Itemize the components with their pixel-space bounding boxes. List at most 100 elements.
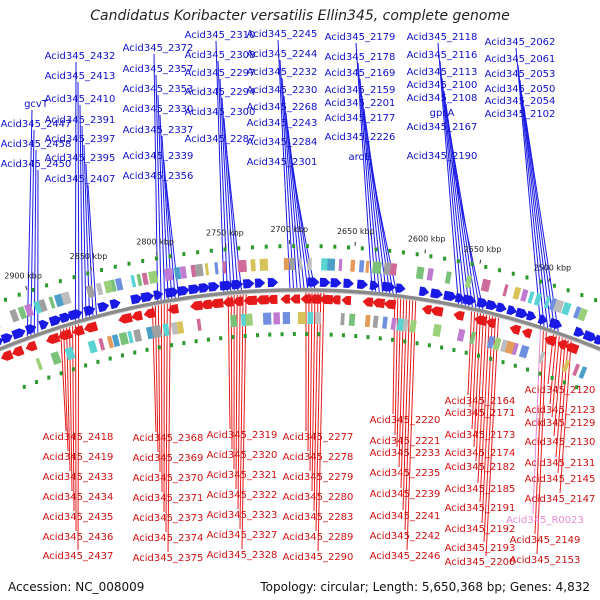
gene-connector-minus xyxy=(477,314,487,484)
inner-tick xyxy=(403,339,407,344)
plus-strand-gene xyxy=(307,277,320,287)
gene-connector-plus xyxy=(26,109,33,337)
minus-strand-gene xyxy=(308,294,322,304)
minus-function-block xyxy=(176,321,185,334)
gene-connector-minus xyxy=(394,298,399,436)
plus-strand-gene xyxy=(418,286,430,297)
minus-function-block xyxy=(340,313,345,326)
gene-label-plus: Acid345_2116 xyxy=(407,50,478,61)
plus-function-block xyxy=(148,270,159,284)
outer-tick xyxy=(443,256,447,261)
outer-tick xyxy=(470,261,474,266)
plus-function-block xyxy=(9,308,20,323)
gene-connector-plus xyxy=(221,97,235,291)
minus-function-block xyxy=(245,313,253,326)
plus-strand-gene xyxy=(476,297,489,308)
plus-function-block xyxy=(573,306,582,319)
outer-tick xyxy=(72,275,76,280)
outer-tick xyxy=(401,250,405,255)
gene-connector-minus xyxy=(317,292,325,552)
gene-label-minus: Acid345_2129 xyxy=(525,418,596,429)
plus-function-block xyxy=(426,268,434,281)
genome-backbone-highlight xyxy=(0,291,600,352)
plus-function-block xyxy=(204,263,210,276)
outer-tick xyxy=(17,292,21,297)
gene-label-plus: Acid345_2100 xyxy=(407,80,478,91)
gene-connector-minus xyxy=(555,337,566,458)
gene-label-plus: Acid345_2050 xyxy=(485,84,556,95)
plus-function-block xyxy=(338,258,343,272)
plus-function-block xyxy=(415,266,425,280)
minus-function-block xyxy=(50,351,62,366)
scale-tick xyxy=(90,266,93,271)
gene-label-minus: Acid345_2370 xyxy=(133,473,204,484)
outer-tick xyxy=(264,244,268,249)
plus-function-block xyxy=(389,263,398,276)
gene-label-plus: Acid345_2244 xyxy=(247,49,318,60)
genome-summary-text: Topology: circular; Length: 5,650,368 bp… xyxy=(260,580,590,594)
gene-label-minus: Acid345_2171 xyxy=(445,408,516,419)
outer-tick xyxy=(278,244,282,249)
plus-function-block xyxy=(141,272,149,286)
outer-tick xyxy=(305,244,309,249)
plus-strand-gene xyxy=(38,319,49,330)
gene-connector-plus xyxy=(361,95,384,293)
inner-tick xyxy=(22,384,26,389)
outer-tick xyxy=(3,297,7,302)
plus-strand-gene xyxy=(231,279,244,290)
gene-connector-minus xyxy=(536,331,547,555)
minus-strand-gene xyxy=(372,298,386,309)
outer-tick xyxy=(333,244,337,249)
genome-backbone xyxy=(0,288,600,352)
gene-connector-plus xyxy=(217,60,228,292)
minus-function-block xyxy=(390,317,397,331)
minus-function-block xyxy=(486,335,496,349)
gene-label-plus: Acid345_2284 xyxy=(247,137,318,148)
plus-function-block xyxy=(33,300,43,314)
plus-strand-gene xyxy=(593,334,600,345)
inner-tick xyxy=(206,337,210,342)
gene-label-plus: gcvT xyxy=(24,99,49,110)
outer-tick xyxy=(498,268,502,273)
gene-connector-plus xyxy=(81,125,87,318)
gene-label-plus: Acid345_2226 xyxy=(325,132,396,143)
gene-label-minus: Acid345_2149 xyxy=(510,535,581,546)
inner-tick xyxy=(84,363,88,368)
gene-label-minus: Acid345_2147 xyxy=(525,494,596,505)
minus-strand-gene xyxy=(521,328,533,339)
gene-label-minus: Acid345_2289 xyxy=(283,532,354,543)
minus-function-block xyxy=(87,340,98,354)
inner-tick xyxy=(305,332,309,337)
gene-label-minus: Acid345_2371 xyxy=(133,493,204,504)
gene-connector-plus xyxy=(277,39,291,289)
gene-connector-minus xyxy=(469,311,476,408)
inner-tick xyxy=(391,337,395,342)
inner-tick xyxy=(145,347,149,352)
gene-label-plus: Acid345_2053 xyxy=(485,69,556,80)
gene-connector-minus xyxy=(481,315,493,524)
plus-function-block xyxy=(365,260,370,273)
gene-connector-minus xyxy=(553,336,563,437)
scale-tick xyxy=(424,249,426,254)
inner-tick xyxy=(427,343,431,348)
plus-function-block xyxy=(283,258,290,271)
plus-function-block xyxy=(194,263,204,277)
inner-tick xyxy=(329,332,333,337)
gene-connector-plus xyxy=(77,81,80,320)
minus-strand-gene xyxy=(453,310,465,321)
plus-strand-gene xyxy=(443,290,457,302)
inner-tick xyxy=(476,353,480,358)
gene-label-minus: Acid345_2182 xyxy=(445,462,516,473)
plus-function-block xyxy=(527,291,535,304)
inner-tick xyxy=(292,332,296,337)
minus-function-block xyxy=(511,342,519,356)
inner-tick xyxy=(550,375,554,380)
inner-tick xyxy=(440,345,444,350)
scale-label-group: 2500 kbp 2550 kbp 2600 kbp 2650 kbp 2700 kbp… xyxy=(4,225,571,291)
gene-label-minus: Acid345_2434 xyxy=(43,492,114,503)
plus-function-block xyxy=(38,298,48,313)
minus-strand-gene xyxy=(83,321,99,333)
gene-connector-plus xyxy=(523,106,556,331)
gene-label-plus: Acid345_2243 xyxy=(247,118,318,129)
minus-function-block xyxy=(432,323,442,337)
